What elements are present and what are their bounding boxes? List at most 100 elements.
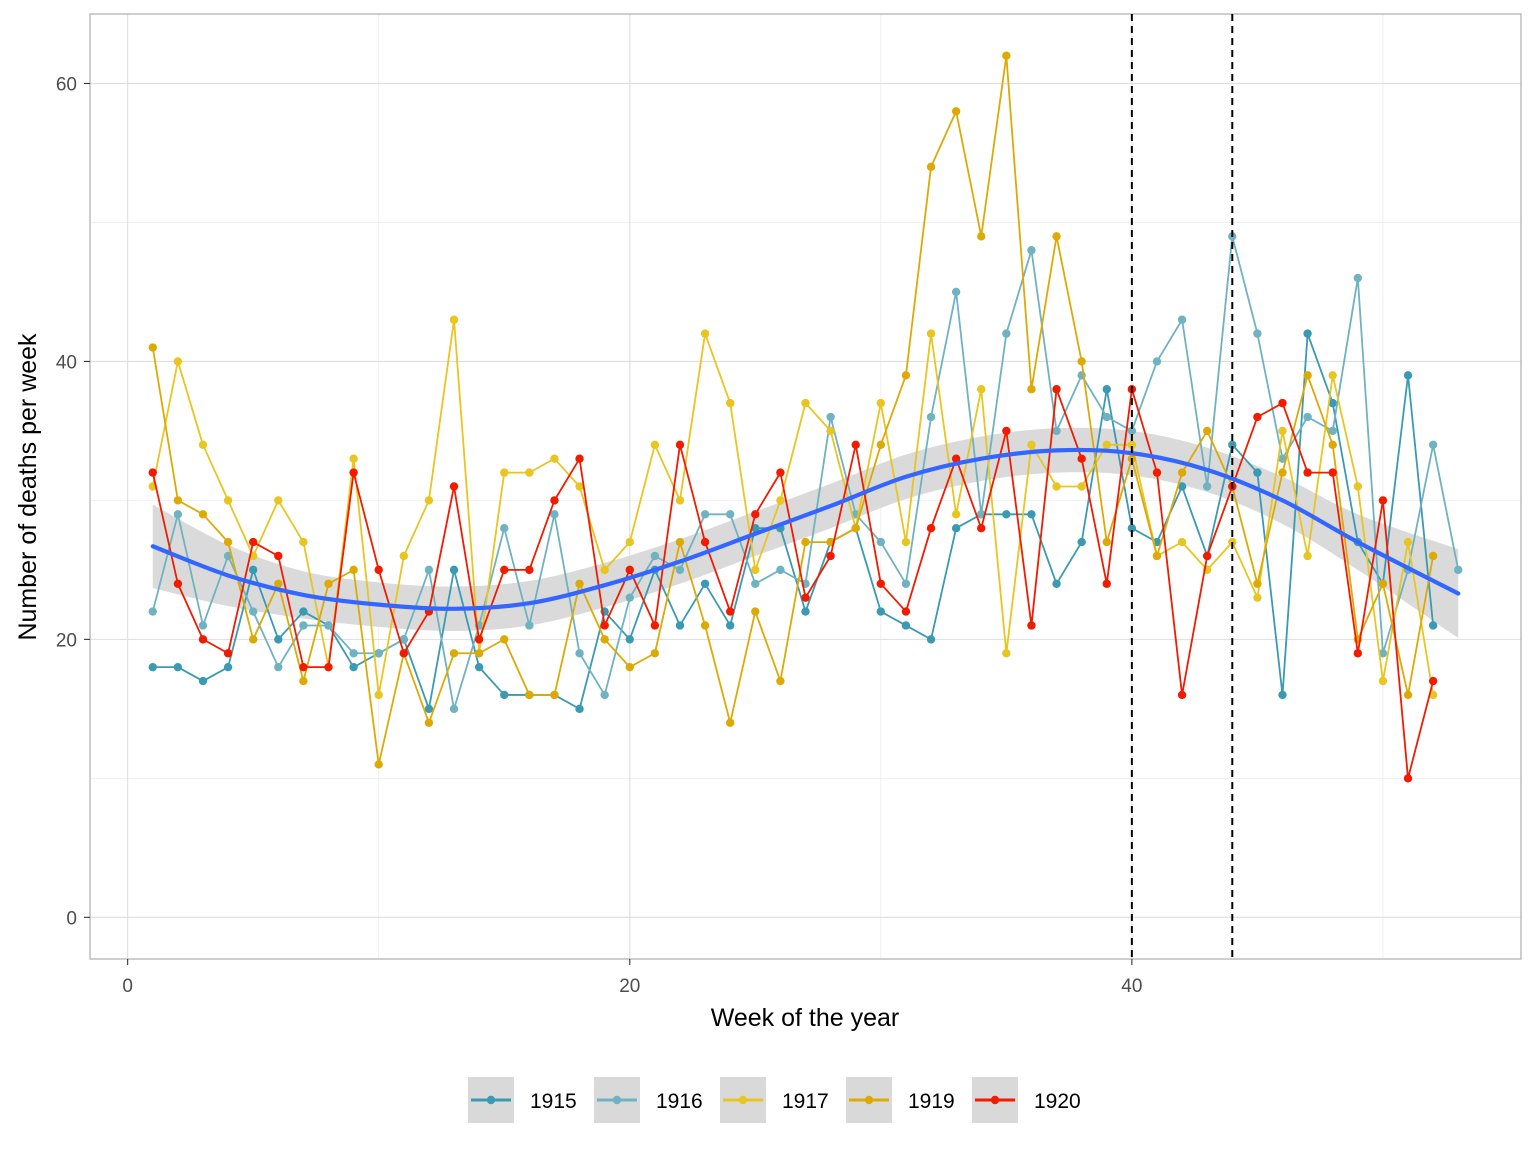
data-point-1916 [1303, 412, 1312, 422]
data-point-1919 [1328, 440, 1337, 450]
data-point-1915 [248, 565, 258, 575]
data-point-1916 [1378, 649, 1388, 658]
data-point-1916 [1202, 482, 1212, 491]
axis-ticks: 0 20 40 0 20 40 60 [56, 74, 1143, 997]
legend-label: 1917 [782, 1090, 829, 1113]
data-point-1919 [449, 649, 459, 658]
data-point-1920 [1403, 774, 1413, 783]
data-point-1917 [575, 482, 584, 491]
data-point-1920 [776, 468, 785, 477]
data-point-1919 [1027, 385, 1036, 394]
data-point-1916 [424, 565, 434, 575]
data-point-1920 [1102, 579, 1111, 588]
data-point-1920 [1278, 398, 1287, 408]
data-point-1920 [1303, 468, 1312, 477]
data-point-1920 [1253, 412, 1262, 422]
series-line-1919 [151, 54, 1435, 766]
data-point-1919 [1202, 426, 1212, 436]
data-point-1917 [525, 468, 534, 477]
data-point-1915 [274, 635, 283, 644]
data-point-1919 [349, 565, 358, 575]
data-point-1919 [424, 718, 434, 727]
data-point-1917 [1102, 440, 1111, 450]
x-axis-title: Week of the year [711, 1004, 900, 1032]
data-point-1920 [374, 565, 383, 575]
data-point-1916 [1278, 454, 1287, 463]
data-point-1920 [575, 454, 584, 463]
data-point-1919 [148, 343, 157, 352]
data-point-1915 [299, 607, 308, 616]
legend-item-1919: 1919 [846, 1077, 955, 1123]
data-point-1916 [1454, 565, 1463, 575]
data-point-1919 [1253, 579, 1262, 588]
data-point-1917 [876, 398, 886, 408]
data-point-1920 [449, 482, 459, 491]
data-point-1916 [1027, 246, 1036, 255]
data-point-1915 [1102, 385, 1111, 394]
data-point-1917 [399, 551, 409, 561]
data-point-1920 [600, 621, 609, 630]
data-point-1919 [776, 676, 785, 686]
data-point-1920 [625, 565, 634, 575]
data-point-1916 [223, 551, 233, 561]
data-point-1919 [725, 718, 735, 727]
data-point-1919 [851, 523, 860, 533]
data-point-1915 [1278, 690, 1287, 700]
data-point-1917 [951, 510, 961, 519]
data-point-1919 [248, 635, 258, 644]
x-tick-label: 0 [122, 976, 133, 997]
data-point-1919 [675, 537, 685, 547]
data-point-1916 [1102, 412, 1111, 422]
data-point-1920 [1428, 676, 1438, 686]
data-point-1917 [198, 440, 208, 450]
legend-key-point [864, 1095, 874, 1105]
data-point-1920 [751, 510, 760, 519]
data-point-1920 [977, 523, 986, 533]
legend-key-point [612, 1095, 622, 1105]
smooth-confidence-band [152, 427, 1459, 638]
data-point-1917 [1428, 690, 1438, 700]
data-point-1920 [500, 565, 509, 575]
data-point-1916 [449, 704, 459, 714]
data-point-1920 [1077, 454, 1086, 463]
data-point-1915 [575, 704, 584, 714]
data-point-1917 [1278, 426, 1287, 436]
data-point-1915 [951, 523, 961, 533]
data-point-1920 [876, 579, 886, 588]
data-point-1915 [1328, 398, 1337, 408]
data-point-1917 [1403, 537, 1413, 547]
data-point-1917 [977, 385, 986, 394]
data-point-1919 [700, 621, 710, 630]
data-point-1917 [349, 454, 358, 463]
panel-background [90, 14, 1521, 959]
data-point-1916 [1052, 426, 1061, 436]
legend-label: 1916 [656, 1090, 703, 1113]
y-tick-label: 40 [56, 352, 77, 373]
data-point-1919 [1428, 551, 1438, 561]
data-point-1916 [977, 510, 986, 519]
data-point-1916 [324, 621, 333, 630]
data-point-1919 [223, 537, 233, 547]
data-point-1916 [274, 662, 283, 672]
data-point-1919 [198, 510, 208, 519]
data-point-1919 [926, 162, 936, 172]
data-point-1917 [625, 537, 634, 547]
data-point-1919 [474, 649, 484, 658]
data-point-1920 [1002, 426, 1011, 436]
data-point-1919 [500, 635, 509, 644]
data-point-1919 [550, 690, 559, 700]
panel-border [89, 13, 1522, 960]
data-point-1920 [801, 593, 810, 602]
data-point-1919 [1378, 579, 1388, 588]
data-point-1915 [1403, 371, 1413, 380]
data-point-1916 [876, 537, 886, 547]
data-point-1917 [776, 496, 785, 505]
confidence-band [152, 427, 1459, 638]
data-point-1915 [901, 621, 911, 630]
data-point-1916 [198, 621, 208, 630]
data-point-1916 [926, 412, 936, 422]
y-tick-label: 20 [56, 630, 77, 651]
data-point-1916 [1002, 329, 1011, 338]
data-point-1917 [801, 398, 810, 408]
data-point-1915 [1077, 537, 1086, 547]
